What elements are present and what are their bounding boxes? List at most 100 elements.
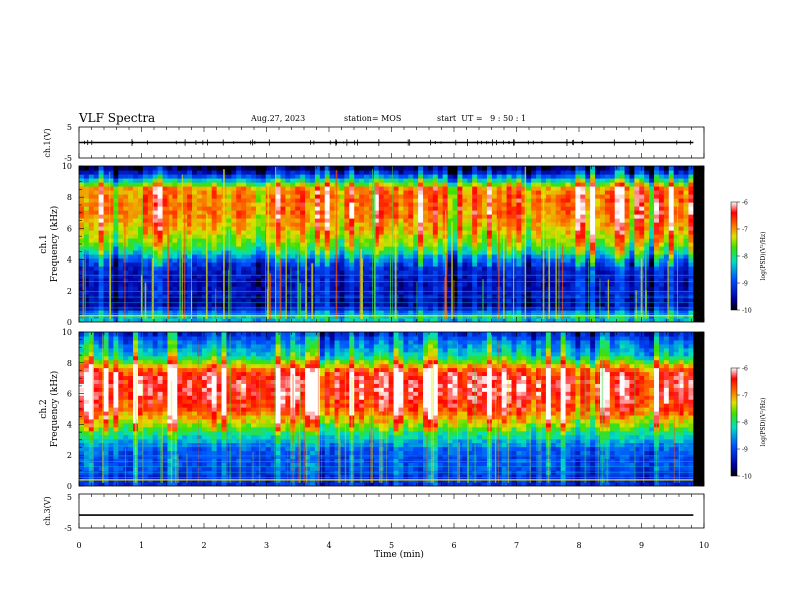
spectrogram-cell bbox=[388, 290, 395, 295]
spectrogram-cell bbox=[147, 278, 154, 283]
spectrogram-cell bbox=[516, 254, 522, 259]
spectrogram-cell bbox=[472, 238, 478, 243]
spectrogram-cell bbox=[152, 250, 159, 255]
spectrogram-cell bbox=[501, 194, 508, 199]
spectrogram-cell bbox=[236, 274, 242, 279]
spectrogram-cell bbox=[565, 290, 572, 295]
spectrogram-cell bbox=[123, 198, 129, 203]
spectrogram-cell bbox=[531, 294, 537, 299]
spectrogram-cell bbox=[103, 242, 110, 247]
spectrogram-cell bbox=[201, 266, 208, 271]
spectrogram-cell bbox=[541, 166, 547, 171]
spectrogram-cell bbox=[585, 258, 591, 263]
spectrogram-cell bbox=[226, 178, 232, 183]
spectrogram-cell bbox=[329, 214, 336, 219]
spectrogram-cell bbox=[246, 266, 252, 271]
spectrogram-cell bbox=[246, 194, 252, 199]
spectrogram-cell bbox=[305, 270, 311, 275]
spectrogram-cell bbox=[118, 170, 124, 175]
spectrogram-cell bbox=[324, 298, 331, 303]
spectrogram-cell bbox=[403, 310, 409, 315]
spectrogram-cell bbox=[152, 270, 159, 275]
spectrogram-cell bbox=[368, 298, 375, 303]
spectrogram-cell bbox=[339, 174, 346, 179]
spectrogram-cell bbox=[585, 198, 591, 203]
spectrogram-cell bbox=[585, 222, 591, 227]
spectrogram-cell bbox=[305, 282, 311, 287]
spectrogram-cell bbox=[113, 222, 119, 227]
spectrogram-cell bbox=[536, 282, 542, 287]
spectrogram-cell bbox=[300, 318, 306, 322]
spectrogram-cell bbox=[590, 274, 596, 279]
spectrogram-cell bbox=[516, 238, 522, 243]
spectrogram-cell bbox=[383, 226, 390, 231]
spectrogram-cell bbox=[575, 218, 581, 223]
spectrogram-cell bbox=[196, 190, 203, 195]
spectrogram-cell bbox=[280, 286, 287, 291]
spectrogram-cell bbox=[629, 218, 635, 223]
spectrogram-cell bbox=[467, 186, 473, 191]
spectrogram-cell bbox=[565, 222, 572, 227]
spectrogram-cell bbox=[555, 298, 562, 303]
spectrogram-cell bbox=[437, 274, 444, 279]
spectrogram-cell bbox=[511, 306, 518, 311]
spectrogram-cell bbox=[418, 266, 424, 271]
spectrogram-cell bbox=[270, 278, 277, 283]
spectrogram-cell bbox=[477, 294, 483, 299]
spectrogram-cell bbox=[565, 198, 572, 203]
spectrogram-cell bbox=[482, 170, 488, 175]
spectrogram-cell bbox=[329, 302, 336, 307]
spectrogram-cell bbox=[383, 222, 390, 227]
spectrogram-cell bbox=[560, 298, 567, 303]
spectrogram-cell bbox=[133, 202, 139, 207]
spectrogram-cell bbox=[378, 182, 385, 187]
spectrogram-cell bbox=[418, 174, 424, 179]
spectrogram-cell bbox=[678, 178, 685, 183]
spectrogram-cell bbox=[536, 294, 542, 299]
spectrogram-cell bbox=[413, 174, 419, 179]
spectrogram-cell bbox=[373, 190, 380, 195]
spectrogram-cell bbox=[619, 250, 626, 255]
spectrogram-cell bbox=[477, 282, 483, 287]
spectrogram-cell bbox=[432, 202, 439, 207]
spectrogram-cell bbox=[147, 262, 154, 267]
spectrogram-cell bbox=[334, 242, 341, 247]
spectrogram-cell bbox=[472, 170, 478, 175]
spectrogram-cell bbox=[427, 214, 434, 219]
spectrogram-cell bbox=[452, 294, 459, 299]
spectrogram-cell bbox=[526, 306, 532, 311]
spectrogram-cell bbox=[457, 274, 463, 279]
spectrogram-cell bbox=[270, 210, 277, 215]
spectrogram-cell bbox=[211, 222, 218, 227]
spectrogram-cell bbox=[98, 230, 105, 235]
spectrogram-cell bbox=[526, 262, 532, 267]
spectrogram-cell bbox=[162, 226, 169, 231]
spectrogram-cell bbox=[658, 194, 665, 199]
spectrogram-cell bbox=[108, 174, 114, 179]
spectrogram-cell bbox=[339, 318, 346, 322]
spectrogram-cell bbox=[157, 234, 164, 239]
spectrogram-cell bbox=[201, 310, 208, 315]
spectrogram-cell bbox=[526, 298, 532, 303]
spectrogram-cell bbox=[231, 294, 237, 299]
spectrogram-cell bbox=[231, 166, 237, 171]
spectrogram-cell bbox=[211, 298, 218, 303]
spectrogram-cell bbox=[364, 266, 370, 271]
spectrogram-cell bbox=[423, 222, 429, 227]
spectrogram-cell bbox=[93, 198, 100, 203]
spectrogram-cell bbox=[280, 290, 287, 295]
spectrogram-cell bbox=[595, 190, 601, 195]
spectrogram-cell bbox=[619, 274, 626, 279]
spectrogram-cell bbox=[668, 222, 675, 227]
spectrogram-cell bbox=[590, 198, 596, 203]
spectrogram-cell bbox=[624, 318, 631, 322]
spectrogram-cell bbox=[79, 194, 85, 199]
spectrogram-cell bbox=[639, 190, 645, 195]
spectrogram-cell bbox=[555, 258, 562, 263]
spectrogram-cell bbox=[654, 186, 660, 191]
spectrogram-cell bbox=[658, 190, 665, 195]
spectrogram-cell bbox=[93, 246, 100, 251]
spectrogram-cell bbox=[673, 286, 680, 291]
spectrogram-cell bbox=[206, 194, 213, 199]
spectrogram-cell bbox=[413, 278, 419, 283]
